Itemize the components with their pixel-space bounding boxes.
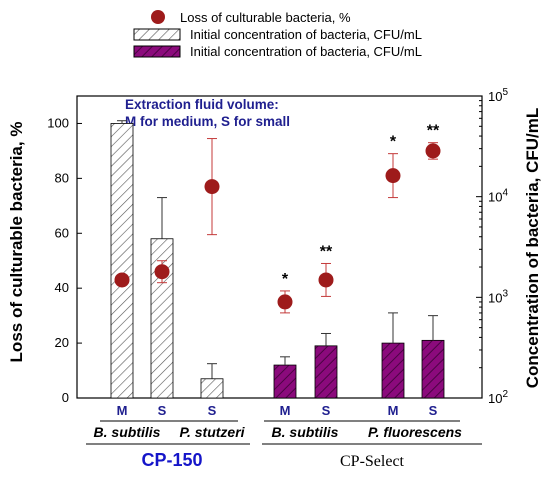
loss-point: [204, 179, 220, 195]
legend-cpselect-swatch: [133, 45, 181, 58]
loss-point: [385, 168, 401, 184]
loss-point: [277, 294, 293, 310]
left-axis-tick-label: 40: [55, 280, 69, 295]
left-axis-tick-label: 20: [55, 335, 69, 350]
bar: [200, 378, 224, 399]
left-axis-tick-label: 0: [62, 390, 69, 405]
right-axis-tick-label: 103: [488, 288, 508, 305]
species-label: P. stutzeri: [179, 424, 245, 440]
group-label-cpselect: CP-Select: [340, 453, 405, 470]
right-axis-tick-label: 102: [488, 389, 508, 406]
legend-loss-marker: [151, 10, 165, 24]
species-label: P. fluorescens: [368, 424, 462, 440]
loss-point: [318, 272, 334, 288]
legend-cpselect-label: Initial concentration of bacteria, CFU/m…: [190, 44, 422, 59]
size-label: M: [280, 403, 291, 418]
size-label: S: [208, 403, 217, 418]
significance-mark: *: [282, 271, 289, 288]
left-axis-tick-label: 100: [47, 115, 69, 130]
species-label: B. subtilis: [272, 424, 339, 440]
bar: [421, 339, 445, 399]
bar: [273, 364, 297, 399]
size-label: M: [117, 403, 128, 418]
bar: [110, 123, 134, 399]
bar: [381, 342, 405, 399]
loss-point: [425, 143, 441, 159]
legend-loss-label: Loss of culturable bacteria, %: [180, 10, 351, 25]
size-label: S: [322, 403, 331, 418]
plot-frame: [76, 95, 483, 399]
species-label: B. subtilis: [94, 424, 161, 440]
bar: [314, 345, 338, 399]
legend-cp150-label: Initial concentration of bacteria, CFU/m…: [190, 27, 422, 42]
significance-mark: **: [320, 243, 333, 260]
annotation-line-1: Extraction fluid volume:: [125, 97, 279, 112]
annotation-line-2: M for medium, S for small: [125, 114, 290, 129]
legend-cp150-swatch: [133, 28, 181, 41]
left-axis-tick-label: 60: [55, 225, 69, 240]
right-axis-tick-label: 105: [488, 87, 508, 104]
right-axis-tick-label: 104: [488, 188, 508, 205]
right-axis-title: Concentration of bacteria, CFU/mL: [523, 108, 542, 389]
group-label-cp150: CP-150: [141, 450, 202, 470]
size-label: S: [429, 403, 438, 418]
size-label: M: [388, 403, 399, 418]
left-axis-title: Loss of culturable bacteria, %: [7, 122, 26, 363]
loss-point: [114, 272, 130, 288]
legend: Loss of culturable bacteria, % Initial c…: [133, 10, 422, 59]
loss-point: [154, 264, 170, 280]
size-label: S: [158, 403, 167, 418]
significance-mark: **: [427, 123, 440, 140]
significance-mark: *: [390, 134, 397, 151]
left-axis-tick-label: 80: [55, 170, 69, 185]
